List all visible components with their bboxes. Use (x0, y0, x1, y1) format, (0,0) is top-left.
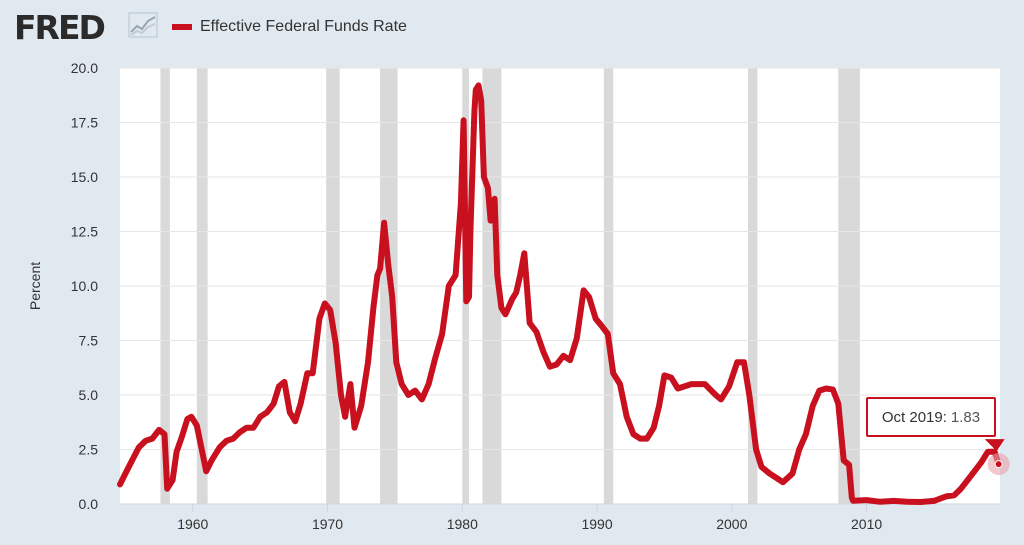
y-tick-label: 12.5 (71, 224, 98, 240)
tooltip-pointer (984, 439, 1005, 452)
data-tooltip: Oct 2019:1.83 (866, 397, 996, 437)
fred-logo[interactable]: FRED (14, 8, 106, 47)
legend-label: Effective Federal Funds Rate (200, 18, 407, 35)
highlight-point (994, 460, 1003, 469)
tooltip-separator: : (942, 408, 947, 426)
x-tick-label: 1970 (312, 516, 343, 532)
chart-legend[interactable]: Effective Federal Funds Rate (172, 16, 407, 38)
graph-icon (128, 12, 158, 38)
y-tick-label: 20.0 (71, 60, 98, 76)
y-tick-label: 7.5 (79, 333, 99, 349)
legend-swatch (172, 24, 192, 30)
tooltip-date: Oct 2019 (881, 408, 943, 426)
x-tick-label: 1980 (447, 516, 478, 532)
y-tick-label: 5.0 (79, 387, 99, 403)
y-axis-label: Percent (27, 262, 43, 310)
y-tick-label: 0.0 (79, 496, 99, 512)
tooltip-value: 1.83 (950, 408, 981, 426)
y-tick-label: 17.5 (71, 115, 98, 131)
header: FRED Effective Federal Funds Rate (0, 0, 1024, 58)
series-line[interactable] (117, 82, 1002, 505)
x-tick-label: 1960 (177, 516, 208, 532)
x-tick-label: 2000 (716, 516, 747, 532)
y-tick-label: 15.0 (71, 169, 98, 185)
x-tick-label: 2010 (851, 516, 882, 532)
y-tick-label: 2.5 (79, 442, 99, 458)
y-tick-label: 10.0 (71, 278, 98, 294)
x-tick-label: 1990 (581, 516, 612, 532)
